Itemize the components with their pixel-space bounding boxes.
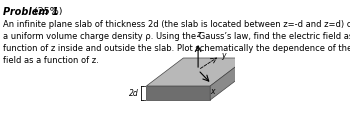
Text: Problem 1: Problem 1 xyxy=(3,7,58,17)
Text: 2d: 2d xyxy=(129,88,139,97)
Text: An infinite plane slab of thickness 2d (the slab is located between z=-d and z=d: An infinite plane slab of thickness 2d (… xyxy=(3,20,350,65)
Text: (25%): (25%) xyxy=(31,7,62,16)
Polygon shape xyxy=(210,58,247,100)
Text: x: x xyxy=(211,87,215,96)
Polygon shape xyxy=(146,58,247,86)
Polygon shape xyxy=(146,86,210,100)
Text: z: z xyxy=(196,30,200,39)
Text: y: y xyxy=(222,51,226,60)
